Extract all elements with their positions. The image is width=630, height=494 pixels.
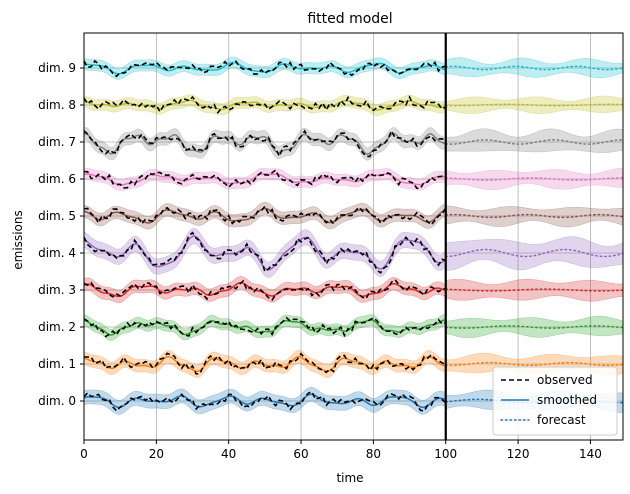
x-tick-label: 0	[80, 447, 88, 461]
forecast-band	[445, 315, 624, 339]
y-tick-label: dim. 6	[38, 172, 76, 186]
observed-line	[83, 129, 447, 159]
smoothed-line	[83, 99, 447, 111]
observed-line	[83, 95, 447, 115]
smoothed-line	[83, 61, 446, 75]
smoothed-line	[83, 281, 446, 298]
observed-line	[83, 204, 447, 226]
series-dim-2	[83, 313, 624, 341]
series-dim-5	[83, 201, 624, 230]
observed-line	[83, 168, 447, 190]
y-tick-label: dim. 9	[38, 61, 76, 75]
y-tick-label: dim. 0	[38, 394, 76, 408]
x-axis-label: time	[336, 471, 363, 485]
series-dim-8	[83, 94, 624, 116]
x-tick-label: 60	[293, 447, 308, 461]
y-tick-label: dim. 4	[38, 246, 76, 260]
x-tick-label: 80	[366, 447, 381, 461]
forecast-line	[444, 65, 624, 71]
forecast-line	[444, 139, 624, 145]
y-axis-label: emissions	[11, 210, 25, 269]
forecast-line	[444, 213, 624, 219]
forecast-line	[444, 288, 624, 292]
plot-area: 0 20 40 60 80 100 120 140 dim. 0 dim. 1 dim. 2 dim.…	[38, 32, 624, 461]
x-tick-label: 140	[579, 447, 602, 461]
observed-line	[83, 59, 446, 78]
observed-line	[83, 390, 447, 413]
x-tick-label: 40	[221, 447, 236, 461]
forecast-line	[444, 103, 624, 107]
legend-label-observed: observed	[537, 373, 593, 387]
forecast-line	[444, 325, 624, 329]
y-tick-label: dim. 5	[38, 209, 76, 223]
axes-frame	[83, 32, 624, 441]
y-tick-label: dim. 7	[38, 135, 76, 149]
y-tick-label: dim. 3	[38, 283, 76, 297]
series-dim-1	[83, 350, 624, 378]
x-tick-label: 100	[434, 447, 457, 461]
smoothed-line	[83, 355, 446, 373]
legend-label-forecast: forecast	[537, 413, 586, 427]
forecast-line	[444, 177, 624, 181]
x-tick-label: 120	[507, 447, 530, 461]
observed-line	[83, 352, 447, 375]
series-dim-6	[83, 167, 624, 191]
y-tick-label: dim. 1	[38, 357, 76, 371]
series-dim-9	[83, 56, 624, 80]
legend: observed smoothed forecast	[492, 366, 618, 436]
legend-box	[492, 366, 618, 436]
y-tick-label: dim. 2	[38, 320, 76, 334]
observed-line	[83, 231, 447, 274]
y-tick-label: dim. 8	[38, 98, 76, 112]
forecast-band	[445, 57, 624, 79]
observed-line	[83, 316, 447, 338]
x-tick-label: 20	[149, 447, 164, 461]
observed-line	[83, 278, 446, 302]
forecast-line	[444, 248, 624, 258]
chart-title: fitted model	[307, 11, 392, 27]
legend-label-smoothed: smoothed	[537, 393, 597, 407]
forecast-line	[444, 361, 624, 367]
